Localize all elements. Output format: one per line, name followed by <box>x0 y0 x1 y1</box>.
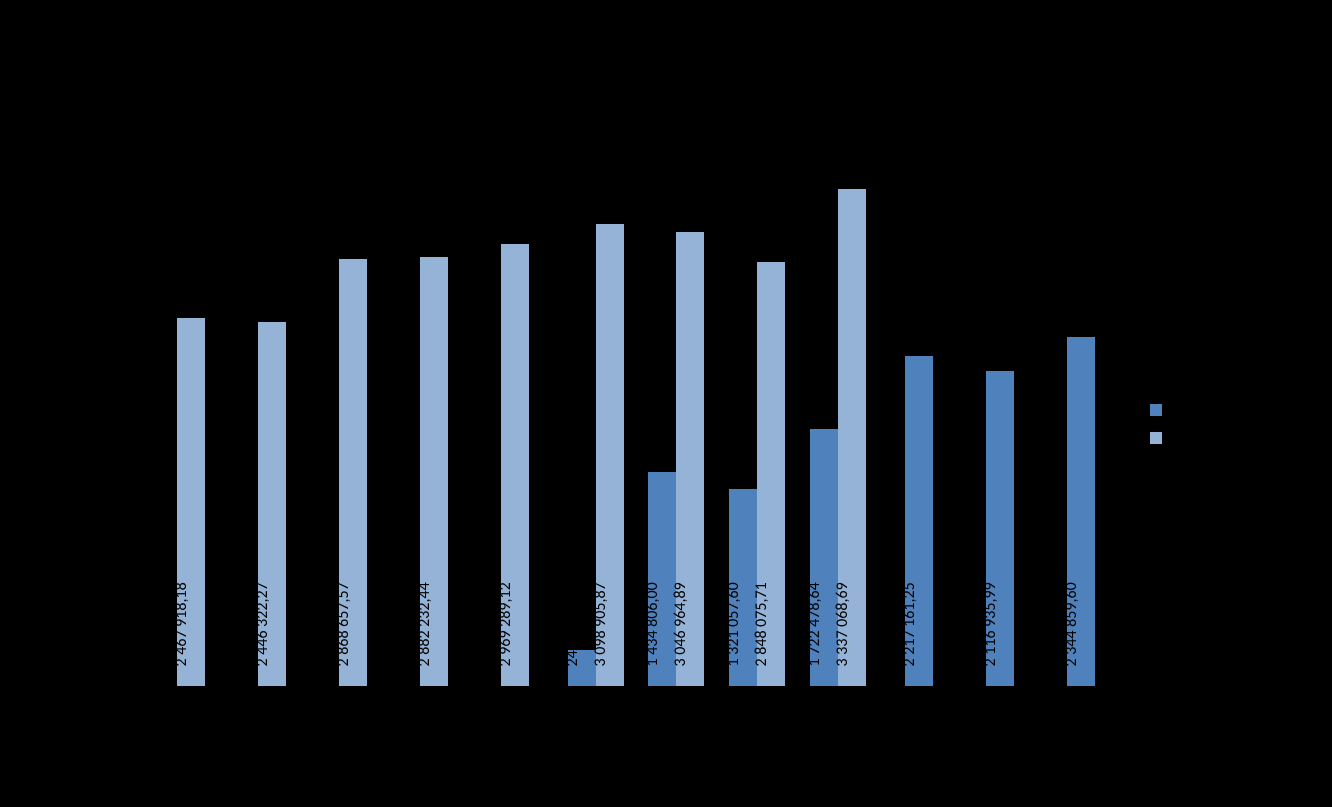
bar-value-label: 1 321 057,60 <box>724 582 743 666</box>
x-axis-tick-label: 2019 <box>797 694 877 711</box>
bar-series-b: 2 446 322,27 <box>258 322 286 687</box>
gridline <box>151 165 1121 166</box>
gridline <box>151 463 1121 464</box>
bar-value-label: 2 344 859,60 <box>1062 582 1081 666</box>
chart-container: 0,00500 000,001 000 000,001 500 000,002 … <box>0 0 1332 807</box>
plot-area: 2 467 918,18 2 446 322,27 2 868 657,57 2 88… <box>150 90 1121 687</box>
x-axis-tick-label: 2015 <box>474 694 554 711</box>
bar-series-b: 2 969 289,12 <box>501 244 529 686</box>
bar-value-label: 1 722 478,64 <box>805 582 824 666</box>
bar-series-b: 2 848 075,71 <box>757 262 785 686</box>
gridline <box>151 537 1121 538</box>
bar-series-b: 3 098 905,87 <box>596 224 624 686</box>
bar-series-b: 2 467 918,18 <box>177 318 205 686</box>
legend-swatch-series-a <box>1150 404 1162 416</box>
bar-value-label: 24 <box>563 650 582 666</box>
bar-series-b: 2 882 232,44 <box>420 257 448 686</box>
x-axis-tick-label: 2020 <box>878 694 958 711</box>
bar-series-b: 3 046 964,89 <box>676 232 704 686</box>
gridline <box>151 239 1121 240</box>
gridline <box>151 388 1121 389</box>
x-axis-tick-label: 2022 <box>1040 694 1120 711</box>
x-axis-tick-label: 2014 <box>393 694 473 711</box>
bar-value-label: 2 467 918,18 <box>172 582 191 666</box>
x-axis-tick-label: 2011 <box>150 694 230 711</box>
bar-value-label: 2 446 322,27 <box>253 582 272 666</box>
bar-value-label: 2 848 075,71 <box>752 582 771 666</box>
chart-legend <box>1150 404 1172 460</box>
gridline <box>151 314 1121 315</box>
bar-value-label: 3 098 905,87 <box>591 582 610 666</box>
bar-value-label: 3 046 964,89 <box>671 582 690 666</box>
bar-series-b: 2 868 657,57 <box>339 259 367 686</box>
x-axis-tick-label: 2013 <box>312 694 392 711</box>
bar-value-label: 2 882 232,44 <box>415 582 434 666</box>
gridline <box>151 90 1121 91</box>
x-axis-tick-label: 2017 <box>635 694 715 711</box>
bar-value-label: 3 337 068,69 <box>833 582 852 666</box>
x-axis-tick-label: 2016 <box>555 694 635 711</box>
legend-item-series-b <box>1150 432 1172 444</box>
bar-series-a: 2 217 161,25 <box>905 356 933 686</box>
x-axis-tick-label: 2021 <box>959 694 1039 711</box>
gridline <box>151 612 1121 613</box>
legend-swatch-series-b <box>1150 432 1162 444</box>
bar-series-a: 2 116 935,99 <box>986 371 1014 686</box>
bar-value-label: 2 969 289,12 <box>496 582 515 666</box>
x-axis-tick-label: 2018 <box>716 694 796 711</box>
bar-series-b: 3 337 068,69 <box>838 189 866 686</box>
bar-value-label: 1 434 806,00 <box>643 582 662 666</box>
legend-item-series-a <box>1150 404 1172 416</box>
x-axis-tick-label: 2012 <box>231 694 311 711</box>
bar-value-label: 2 217 161,25 <box>900 582 919 666</box>
bar-series-a: 2 344 859,60 <box>1067 337 1095 686</box>
bar-value-label: 2 116 935,99 <box>981 582 1000 666</box>
bar-value-label: 2 868 657,57 <box>334 582 353 666</box>
